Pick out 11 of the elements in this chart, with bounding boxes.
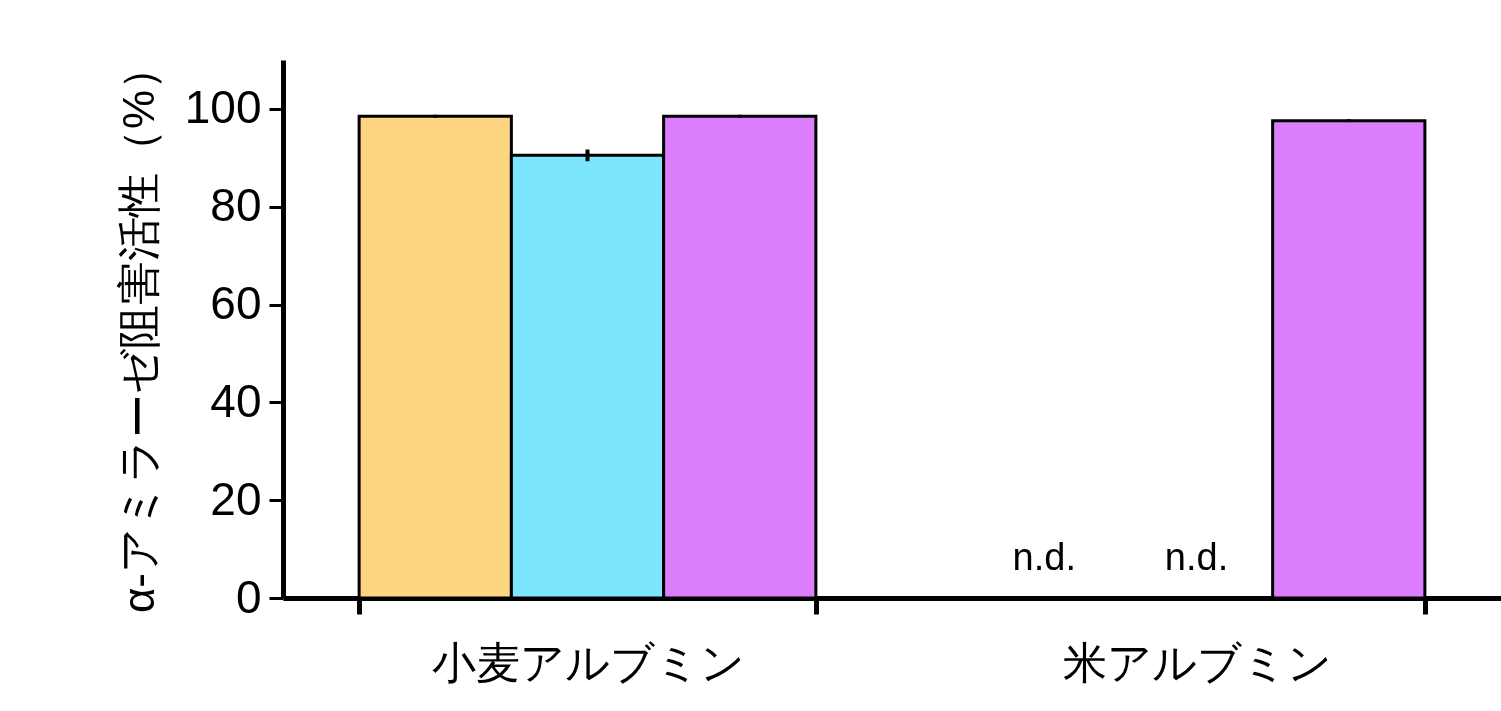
y-tick-label: 0 xyxy=(235,570,262,623)
text: n.d. xyxy=(1164,536,1229,578)
x-tick-label: 米アルブミン xyxy=(1062,637,1332,687)
y-tick-label: 20 xyxy=(210,472,262,525)
text: n.d. xyxy=(1012,536,1076,578)
y-tick-label: 80 xyxy=(210,179,262,232)
y-axis-title: α-アミラーゼ阻害活性（%） xyxy=(113,45,163,614)
y-tick-label: 40 xyxy=(210,374,262,427)
y-tick-label: 60 xyxy=(210,277,262,330)
x-tick-label: 小麦アルブミン xyxy=(431,637,745,687)
y-tick-label: 100 xyxy=(184,81,262,134)
